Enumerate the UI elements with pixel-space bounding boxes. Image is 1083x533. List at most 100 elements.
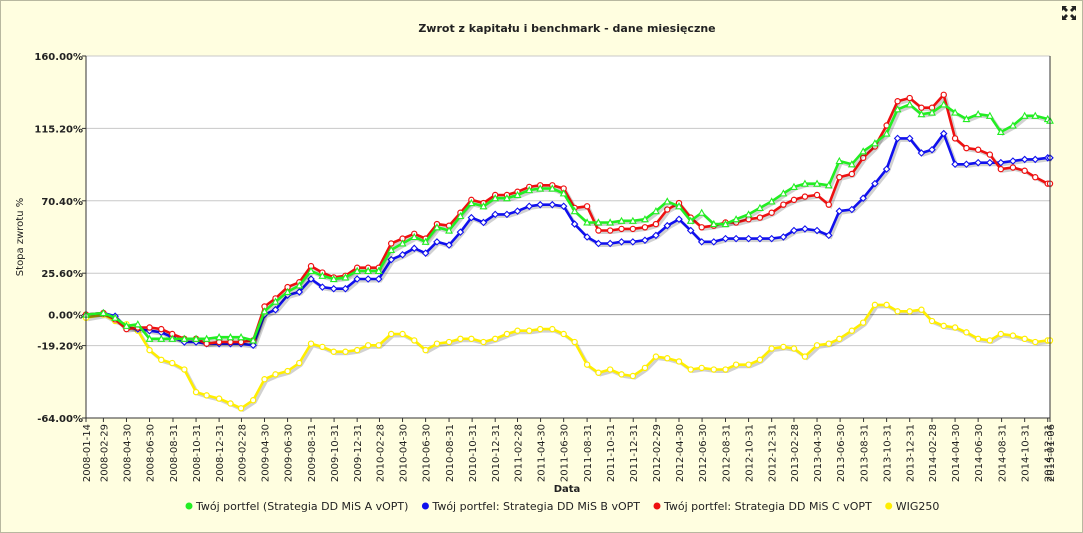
data-point xyxy=(192,388,200,396)
legend[interactable]: Twój portfel (Strategia DD MiS A vOPT) Tw… xyxy=(185,500,940,513)
data-point xyxy=(513,190,522,199)
data-point xyxy=(664,206,671,213)
data-point xyxy=(939,129,948,138)
data-point xyxy=(1009,332,1017,339)
data-point xyxy=(421,249,430,257)
series-tw-j-portfel-strategia-dd-mis-a-vopt- xyxy=(82,100,1054,345)
data-point xyxy=(928,145,936,154)
y-tick-label: 115.20% xyxy=(34,124,83,135)
data-point xyxy=(445,241,453,249)
data-point xyxy=(594,239,603,248)
legend-item[interactable]: Twój portfel (Strategia DD MiS A vOPT) xyxy=(185,500,409,513)
data-point xyxy=(283,287,292,295)
data-point xyxy=(801,179,809,187)
data-point xyxy=(307,275,315,283)
data-point xyxy=(698,224,705,231)
data-point xyxy=(491,210,499,219)
x-tick-label: 2012-06-30 xyxy=(698,424,709,482)
data-point xyxy=(779,189,788,197)
data-point xyxy=(398,239,407,247)
data-point xyxy=(997,165,1005,173)
data-point xyxy=(479,218,488,227)
data-point xyxy=(652,231,660,240)
data-point xyxy=(329,274,338,283)
legend-item[interactable]: WIG250 xyxy=(885,500,939,513)
data-point xyxy=(745,361,752,368)
data-point xyxy=(514,327,521,334)
data-point xyxy=(1021,167,1028,174)
data-point xyxy=(628,216,637,224)
data-point xyxy=(375,342,382,349)
x-tick-label: 2010-08-31 xyxy=(445,424,456,482)
x-tick-label: 2010-12-31 xyxy=(491,424,502,482)
data-point xyxy=(997,330,1005,338)
data-point xyxy=(951,160,959,169)
legend-item[interactable]: Twój portfel: Strategia DD MiS C vOPT xyxy=(653,500,872,513)
data-point xyxy=(329,284,338,293)
legend-label: Twój portfel (Strategia DD MiS A vOPT) xyxy=(195,500,408,513)
data-point xyxy=(1032,338,1039,346)
y-tick-label: 70.40% xyxy=(41,197,83,208)
data-point xyxy=(641,215,649,223)
data-point xyxy=(606,239,614,248)
data-point xyxy=(709,219,718,228)
data-point xyxy=(744,210,753,218)
data-point xyxy=(664,355,671,362)
plot-area xyxy=(86,56,1050,418)
x-tick-label: 2012-08-31 xyxy=(722,424,733,482)
x-tick-label: 2013-08-31 xyxy=(860,424,871,482)
x-tick-label: 2008-01-14 xyxy=(82,424,93,482)
data-point xyxy=(905,100,914,108)
data-point xyxy=(99,308,108,317)
legend-item[interactable]: Twój portfel: Strategia DD MiS B vOPT xyxy=(421,500,640,513)
x-tick-label: 2009-10-31 xyxy=(330,424,341,482)
data-point xyxy=(192,334,200,342)
data-point xyxy=(284,367,291,375)
data-point xyxy=(330,348,337,355)
data-point xyxy=(974,158,982,167)
data-point xyxy=(732,361,740,368)
expand-arrows-icon[interactable] xyxy=(1061,5,1077,21)
data-point xyxy=(249,397,257,404)
data-point xyxy=(272,371,279,378)
data-point xyxy=(296,359,303,367)
data-point xyxy=(710,366,717,373)
data-point xyxy=(595,369,602,376)
data-point xyxy=(1021,335,1028,343)
data-point xyxy=(641,236,649,245)
x-tick-label: 2010-10-31 xyxy=(468,424,479,482)
data-point xyxy=(721,219,730,228)
series-wig250 xyxy=(82,301,1054,413)
x-tick-label: 2011-06-30 xyxy=(560,424,571,482)
data-point xyxy=(513,207,522,215)
x-tick-label: 2011-10-31 xyxy=(606,424,617,482)
x-tick-label: 2013-10-31 xyxy=(883,424,894,482)
x-tick-label: 2014-02-28 xyxy=(928,424,939,482)
data-point xyxy=(859,147,868,155)
x-tick-label: 2012-04-30 xyxy=(675,424,686,482)
legend-label: WIG250 xyxy=(896,500,940,513)
data-point xyxy=(918,104,925,111)
data-point xyxy=(456,211,465,220)
data-point xyxy=(491,194,500,202)
data-point xyxy=(710,238,718,246)
data-point xyxy=(422,346,429,354)
data-point xyxy=(883,301,890,309)
x-tick-label: 2008-10-31 xyxy=(192,424,203,482)
data-point xyxy=(570,206,579,215)
data-point xyxy=(227,400,234,407)
data-point xyxy=(318,271,327,279)
data-point xyxy=(756,203,764,211)
data-point xyxy=(503,330,511,338)
x-tick-label: 2008-08-31 xyxy=(169,424,180,482)
data-point xyxy=(1009,121,1017,129)
data-point xyxy=(779,233,788,241)
data-point xyxy=(801,225,809,233)
data-point xyxy=(618,225,625,233)
x-tick-label: 2014-12-31 xyxy=(1044,424,1055,482)
data-point xyxy=(939,100,948,108)
y-tick-label: 25.60% xyxy=(41,269,83,280)
data-point xyxy=(940,91,947,98)
data-point xyxy=(675,358,683,365)
data-point xyxy=(675,202,683,210)
